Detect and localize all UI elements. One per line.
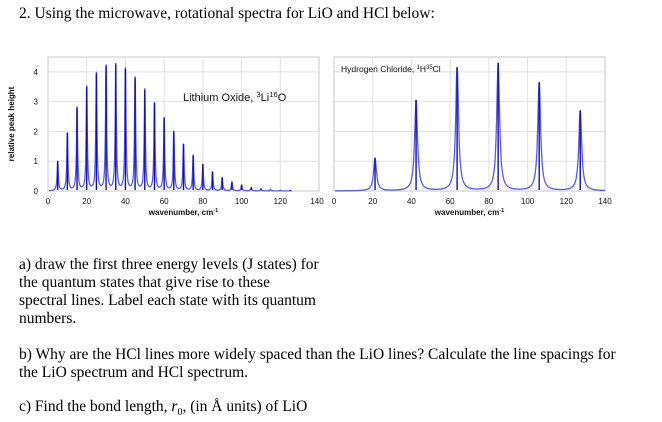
chart-1: [47, 56, 320, 192]
x-tick-label: 60: [446, 197, 455, 206]
plot-area: [333, 56, 606, 192]
x-tick-label: 140: [310, 197, 324, 206]
question-a-line-4: numbers.: [19, 310, 77, 327]
x-tick-label: 100: [521, 197, 535, 206]
y-tick-label: 1: [34, 157, 39, 166]
x-tick-label: 120: [274, 197, 288, 206]
x-tick-label: 80: [198, 197, 207, 206]
r-symbol: r: [171, 398, 178, 415]
x-tick-label: 20: [368, 197, 377, 206]
question-c-pre: c) Find the bond length,: [19, 398, 172, 415]
x-tick-label: 100: [235, 197, 249, 206]
x-tick-label: 80: [484, 197, 493, 206]
x-tick-label: 140: [598, 197, 612, 206]
x-tick-label: 40: [407, 197, 416, 206]
question-c: c) Find the bond length, r0, (in Å units…: [19, 398, 307, 422]
x-tick-label: 0: [332, 197, 337, 206]
question-b-line-2: the LiO spectrum and HCl spectrum.: [19, 364, 249, 381]
r-subscript: 0: [177, 407, 183, 419]
x-tick-label: 40: [121, 197, 130, 206]
question-a-line-2: the quantum states that give rise to the…: [19, 274, 270, 291]
question-b-line-1: b) Why are the HCl lines more widely spa…: [19, 346, 616, 363]
x-tick-label: 120: [560, 197, 574, 206]
y-tick-label: 4: [34, 68, 39, 77]
question-c-post: , (in Å units) of LiO: [182, 398, 308, 415]
y-tick-label: 2: [34, 127, 39, 136]
question-a-line-1: a) draw the first three energy levels (J…: [19, 256, 319, 273]
chart-title: Lithium Oxide, 3Li16O: [183, 90, 287, 105]
chart-2: [333, 56, 606, 192]
x-tick-label: 20: [82, 197, 91, 206]
question-heading: 2. Using the microwave, rotational spect…: [19, 5, 435, 22]
x-tick-label: 60: [160, 197, 169, 206]
spectrum-line: [335, 62, 605, 192]
chart-title: Hydrogen Chloride, 1H35Cl: [341, 64, 441, 74]
y-tick-label: 0: [34, 187, 39, 196]
y-tick-label: 3: [34, 98, 39, 107]
x-axis-label: wavenumber, cm-1: [148, 208, 218, 217]
x-tick-label: 0: [46, 197, 51, 206]
question-a-line-3: spectral lines. Label each state with it…: [19, 292, 316, 309]
y-axis-label: relative peak height: [7, 86, 16, 161]
x-axis-label: wavenumber, cm-1: [434, 208, 504, 217]
spectra-charts: 0 20 40 60 80 100 120 140 0 1 2 3 4 relative peak hei…: [7, 56, 612, 217]
